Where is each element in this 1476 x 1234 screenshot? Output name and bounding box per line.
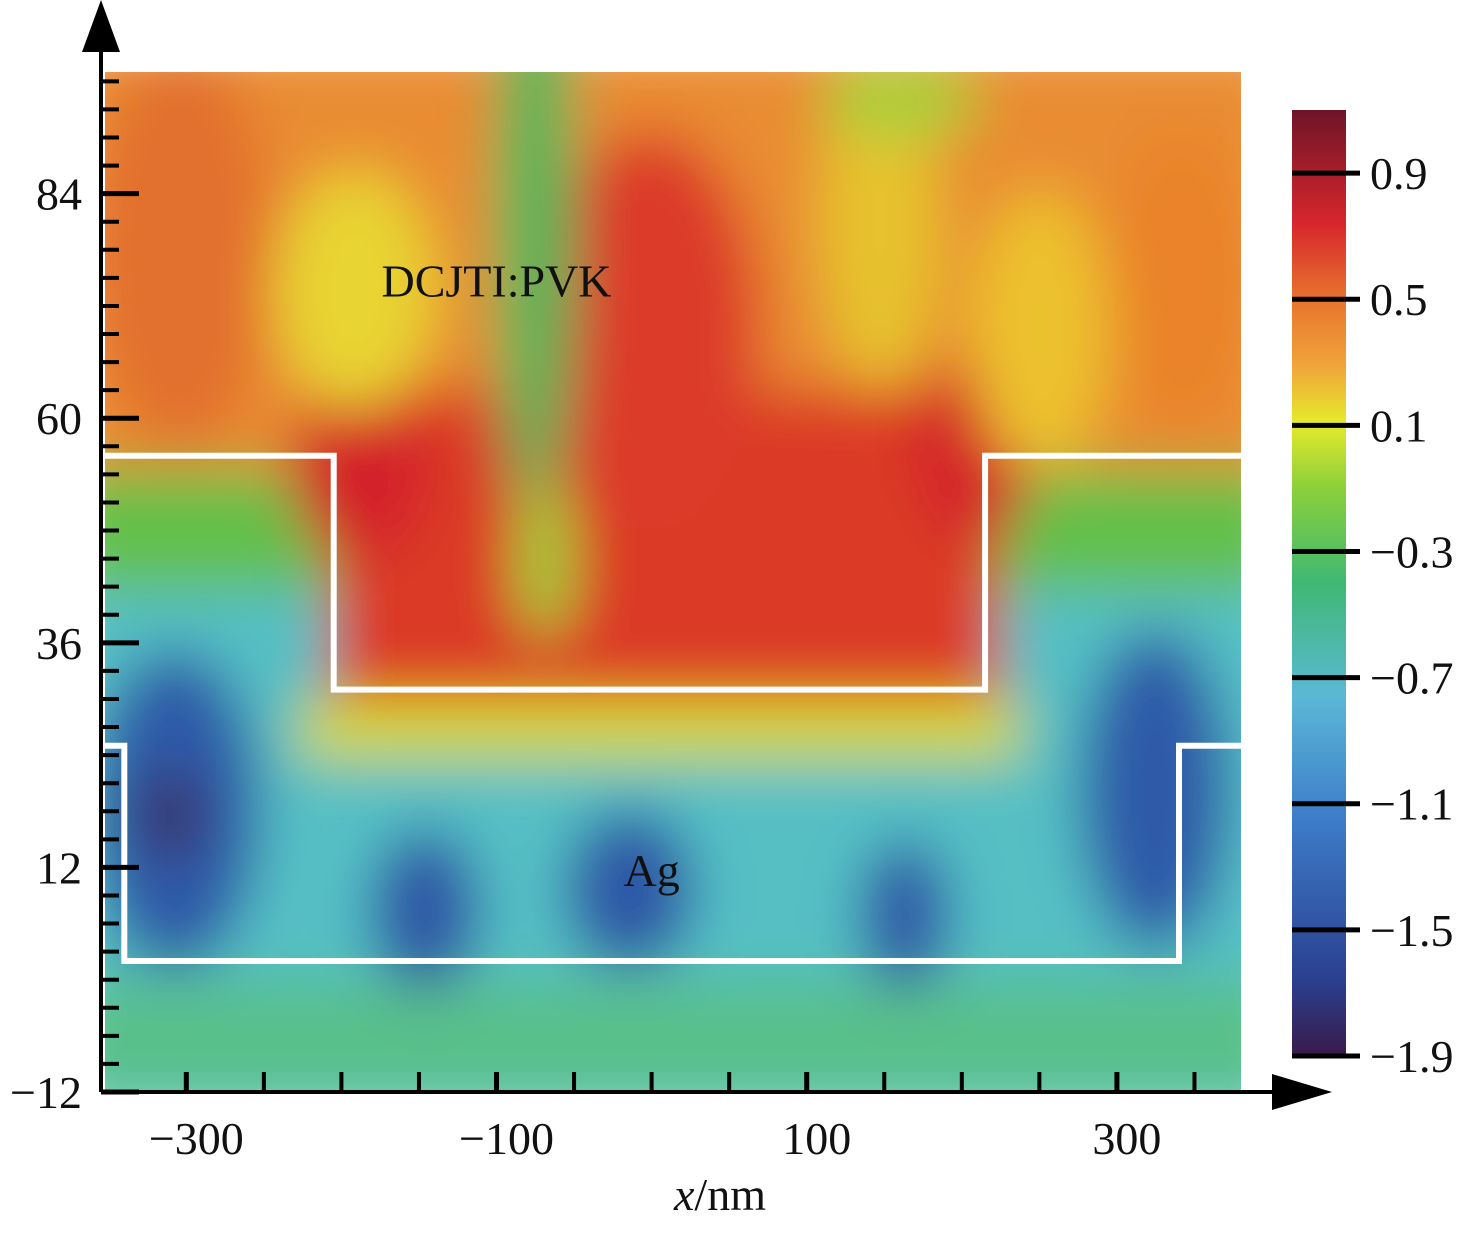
y-axis-arrow [82,0,120,52]
colorbar-tick-label: −0.3 [1370,526,1453,577]
x-axis-title: x/nm [673,1169,766,1220]
x-tick-label: −300 [149,1113,244,1164]
colorbar [1292,110,1346,1056]
heatmap-field [105,72,1241,1090]
y-tick-label: 60 [36,393,82,444]
lower-grating-boundary [101,742,1241,964]
y-ticks: −12 12 36 60 84 [10,79,139,1118]
x-ticks: −300 −100 100 300 [149,1072,1197,1164]
colorbar-tick-label: −1.5 [1370,905,1453,956]
y-tick-label: 12 [36,842,82,893]
axes [99,40,1280,1094]
x-tick-label: 300 [1092,1113,1161,1164]
upper-grating-boundary [101,452,1241,693]
x-tick-label: 100 [782,1113,851,1164]
x-axis-arrow [1272,1074,1332,1110]
colorbar-tick-label: −1.9 [1370,1031,1453,1082]
annotations: DCJTI:PVK Ag [381,256,679,897]
colorbar-ticks: 0.9 0.5 0.1 −0.3 −0.7 −1.1 −1.5 −1.9 [1292,148,1453,1082]
annotation-label-1: Ag [623,845,679,896]
colorbar-tick-label: 0.9 [1370,148,1428,199]
colorbar-tick-label: −0.7 [1370,653,1453,704]
colorbar-tick-label: −1.1 [1370,779,1453,830]
colorbar-tick-label: 0.5 [1370,274,1428,325]
colorbar-tick-label: 0.1 [1370,400,1428,451]
y-tick-label: −12 [10,1067,82,1118]
y-tick-label: 84 [36,169,82,220]
annotation-label-0: DCJTI:PVK [381,256,611,307]
y-tick-label: 36 [36,618,82,669]
x-tick-label: −100 [459,1113,554,1164]
